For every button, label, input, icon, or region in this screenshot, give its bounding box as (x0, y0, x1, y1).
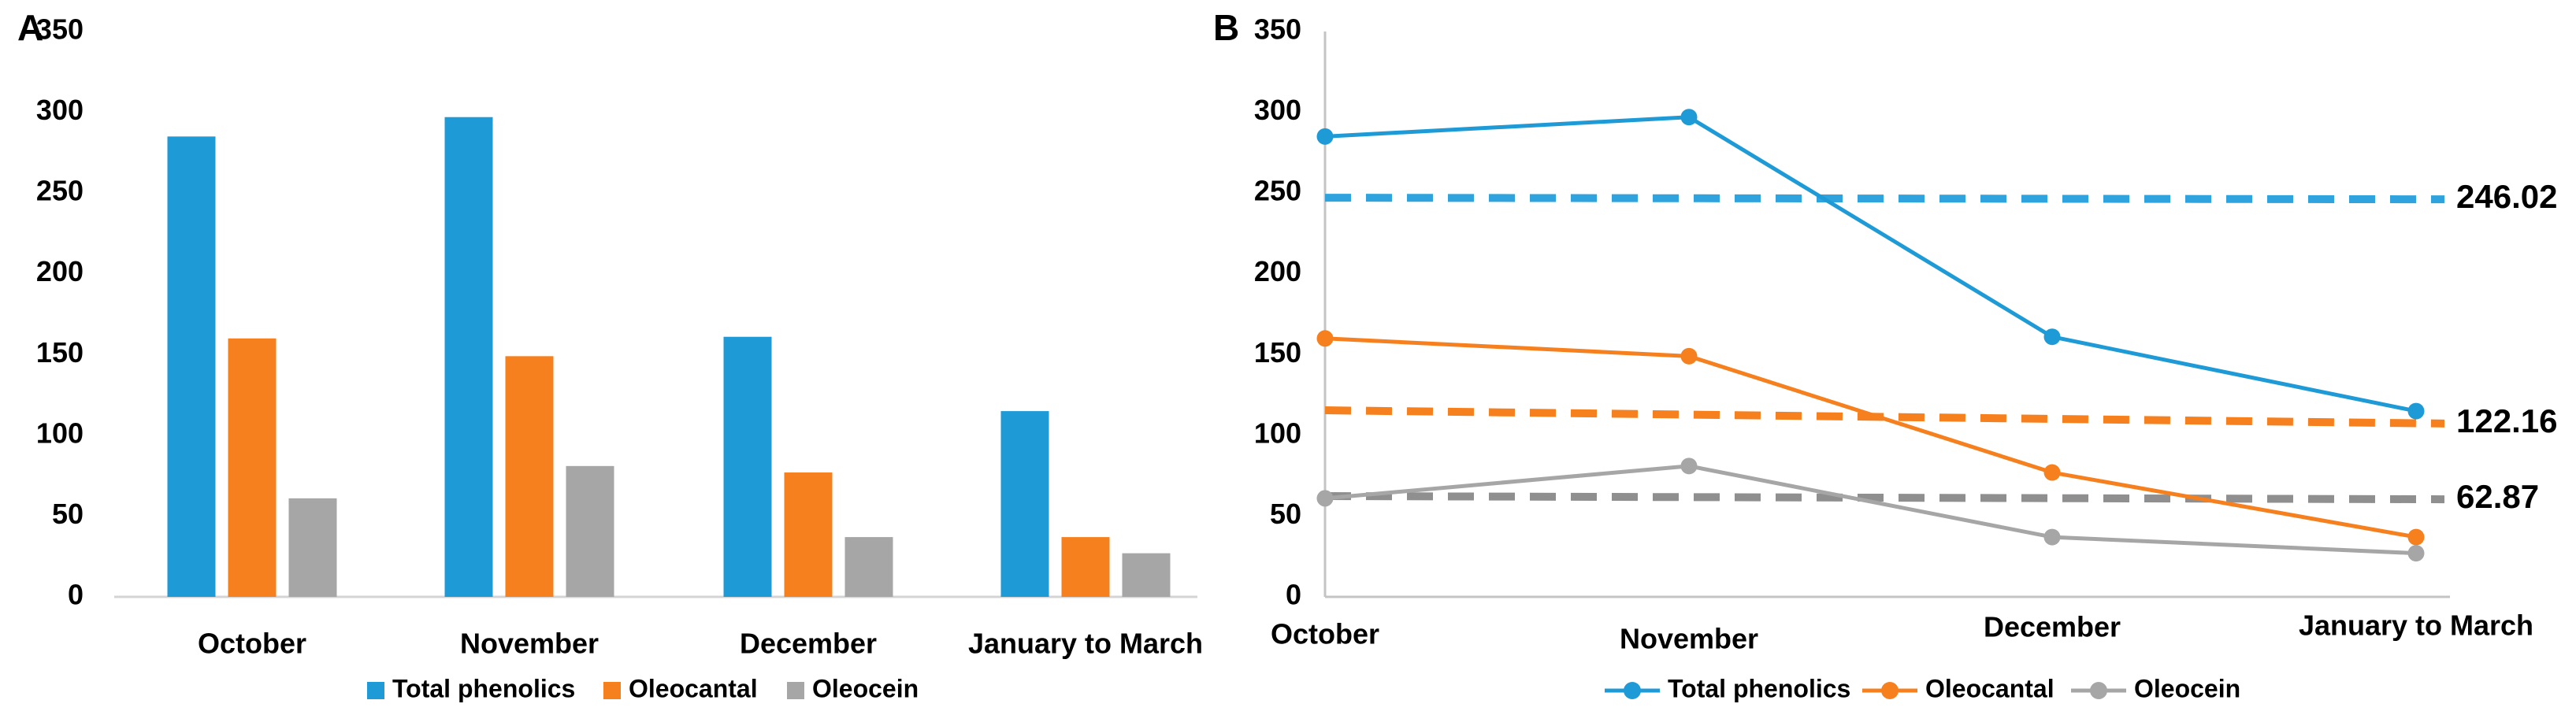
panel-b-legend-label: Total phenolics (1668, 674, 1850, 702)
bar-january-to-march-oleocantal (1061, 537, 1110, 597)
panel-b-y-tick-label: 300 (1254, 94, 1301, 126)
data-point-total-phenolics-october (1316, 128, 1334, 145)
panel-b-category-label: November (1620, 623, 1758, 655)
data-point-total-phenolics-january-to-march (2407, 402, 2425, 420)
panel-a-bar-chart: 0 50 100 150 200 250 300 350 October November Dece… (36, 13, 1203, 703)
data-point-oleocein-october (1316, 490, 1334, 507)
reference-line-value-label: 122.16 (2456, 402, 2557, 439)
panel-b-y-tick-label: 350 (1254, 13, 1301, 46)
bar-october-oleocein (288, 498, 337, 597)
panel-a-letter: A (17, 7, 44, 48)
panel-b-legend-marker (1881, 682, 1899, 699)
panel-b-category-label: December (1984, 611, 2121, 643)
bar-january-to-march-oleocein (1122, 553, 1171, 597)
bar-november-oleocein (566, 465, 614, 597)
panel-a-legend-label: Oleocantal (629, 674, 758, 702)
panel-b-legend-label: Oleocein (2134, 674, 2240, 702)
panel-a-y-tick-label: 350 (36, 13, 84, 46)
panel-b-category-label: October (1271, 618, 1379, 650)
series-line-total-phenolics (1324, 115, 2417, 413)
panel-a-legend-label: Total phenolics (392, 674, 575, 702)
panel-b-y-tick-label: 150 (1254, 336, 1301, 369)
panel-a-category-label: December (740, 628, 877, 660)
panel-b-legend-marker (1624, 682, 1641, 699)
panel-b-letter: B (1213, 7, 1240, 48)
panel-a-category-label: January to March (968, 628, 1203, 660)
panel-b-y-tick-label: 200 (1254, 255, 1301, 287)
bar-december-oleocein (844, 537, 893, 597)
panel-a-y-tick-label: 250 (36, 175, 84, 207)
data-point-oleocein-december (2043, 528, 2061, 546)
panel-b-category-label: January to March (2299, 609, 2533, 642)
panel-b-legend-marker (2090, 682, 2107, 699)
series-line-oleocein (1324, 464, 2417, 556)
reference-line-value-label: 246.02 (2456, 178, 2557, 215)
panel-b-y-tick-label: 250 (1254, 175, 1301, 207)
bar-november-oleocantal (505, 356, 554, 597)
panel-a-category-label: November (460, 628, 599, 660)
series-line-oleocantal (1324, 336, 2417, 539)
panel-b-y-tick-label: 50 (1270, 498, 1301, 530)
data-point-oleocantal-november (1680, 347, 1698, 365)
panel-a-y-tick-label: 50 (52, 498, 84, 530)
bar-december-total-phenolics (723, 336, 772, 597)
reference-line-value-label: 62.87 (2456, 478, 2539, 515)
panel-a-y-tick-label: 0 (68, 579, 84, 611)
panel-a-y-tick-label: 100 (36, 417, 84, 449)
bar-november-total-phenolics (444, 117, 493, 597)
panel-b-y-tick-label: 0 (1286, 579, 1301, 611)
data-point-oleocein-november (1680, 457, 1698, 475)
panel-a-legend-label: Oleocein (812, 674, 919, 702)
bar-october-oleocantal (228, 338, 277, 597)
panel-b-legend-label: Oleocantal (1925, 674, 2054, 702)
data-point-oleocantal-january-to-march (2407, 528, 2425, 546)
reference-line-246.02 (1324, 194, 2445, 204)
bar-december-oleocantal (784, 472, 833, 597)
data-point-oleocantal-october (1316, 330, 1334, 347)
panel-b-y-tick-label: 100 (1254, 417, 1301, 449)
bar-october-total-phenolics (167, 136, 216, 598)
data-point-oleocein-january-to-march (2407, 545, 2425, 562)
panel-a-category-label: October (198, 628, 306, 660)
data-point-oleocantal-december (2043, 464, 2061, 481)
bar-january-to-march-total-phenolics (1000, 411, 1049, 597)
panel-a-legend-swatch-total-phenolics (367, 682, 384, 699)
panel-a-legend-swatch-oleocantal (603, 682, 621, 699)
reference-line-62.87 (1324, 491, 2445, 504)
panel-b-line-chart: 0 50 100 150 200 250 300 350 246.02 122.16 62.87 Oc… (1254, 13, 2558, 703)
panel-a-legend-swatch-oleocein (787, 682, 804, 699)
data-point-total-phenolics-november (1680, 109, 1698, 126)
panel-a-y-tick-label: 150 (36, 336, 84, 369)
panel-a-y-tick-label: 300 (36, 94, 84, 126)
panel-a-y-tick-label: 200 (36, 255, 84, 287)
data-point-total-phenolics-december (2043, 328, 2061, 346)
reference-line-122.16 (1324, 406, 2445, 428)
